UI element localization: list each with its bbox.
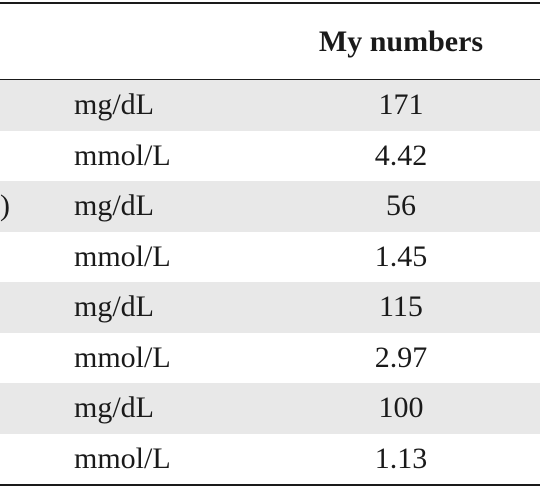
row-value: 1.45 — [374, 239, 428, 273]
table-row: ) mg/dL 56 — [0, 181, 540, 232]
row-unit: mg/dL — [74, 189, 154, 222]
table-row: mmol/L 1.45 — [0, 231, 540, 282]
row-label — [0, 383, 40, 433]
row-value: 1.13 — [374, 441, 428, 475]
row-label — [0, 232, 40, 282]
table-header-rule — [0, 79, 540, 80]
table-header-row: My numbers — [0, 4, 540, 79]
row-unit: mg/dL — [74, 88, 154, 121]
row-label — [0, 131, 40, 181]
row-label — [0, 434, 40, 484]
row-unit: mmol/L — [74, 441, 171, 475]
row-label — [0, 282, 40, 332]
row-unit: mg/dL — [74, 391, 154, 424]
table-row: mmol/L 4.42 — [0, 130, 540, 181]
row-label — [0, 80, 40, 130]
table-row: mg/dL 100 — [0, 383, 540, 434]
row-value: 4.42 — [374, 138, 428, 172]
header-my-numbers: My numbers — [318, 24, 484, 58]
row-value: 171 — [378, 88, 424, 121]
row-value: 56 — [386, 189, 416, 222]
row-unit: mmol/L — [74, 239, 171, 273]
row-label: ) — [0, 189, 10, 222]
row-value: 2.97 — [374, 340, 428, 374]
row-value: 115 — [379, 290, 423, 323]
table-bottom-rule — [0, 484, 540, 486]
table-top-rule — [0, 2, 540, 4]
table-row: mmol/L 2.97 — [0, 332, 540, 383]
table-row: mg/dL 171 — [0, 80, 540, 131]
row-label — [0, 333, 40, 383]
row-value: 100 — [378, 391, 424, 424]
row-unit: mmol/L — [74, 138, 171, 172]
row-unit: mmol/L — [74, 340, 171, 374]
table-row: mg/dL 115 — [0, 282, 540, 333]
row-unit: mg/dL — [74, 290, 154, 323]
table-row: mmol/L 1.13 — [0, 433, 540, 484]
